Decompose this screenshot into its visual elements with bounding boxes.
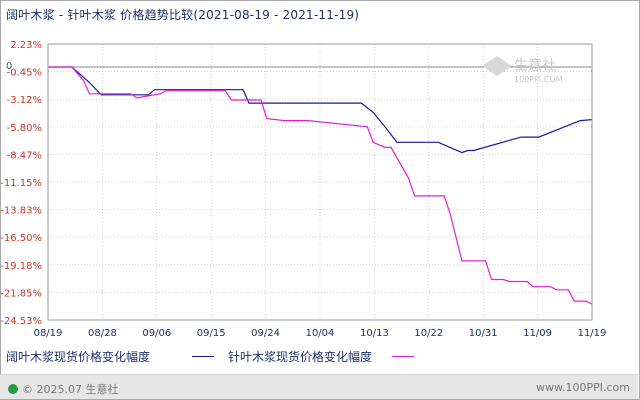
x-tick-label: 11/09: [523, 328, 552, 339]
watermark-brand: 生意社: [514, 57, 556, 74]
footer: © 2025.07 生意社 www.100PPI.com: [0, 374, 638, 399]
x-tick-labels: 08/19 08/28 09/06 09/15 09/24 10/04 10/13 10/22…: [34, 328, 607, 339]
x-tick-label: 09/15: [197, 328, 226, 339]
y-tick-label: -3.12%: [7, 95, 42, 106]
y-tick-labels: 2.23% -0.45% -3.12% -5.80% -8.47% -11.15% -13.…: [0, 40, 42, 327]
grid-lines: [47, 43, 593, 321]
legend-swatch-softwood: [392, 356, 414, 357]
y-tick-label: -16.50%: [0, 233, 42, 244]
y-tick-label: -0.45%: [7, 68, 42, 79]
x-tick-label: 08/19: [34, 328, 63, 339]
series-lines: [48, 66, 593, 305]
legend-label: 阔叶木浆现货价格变化幅度: [6, 350, 151, 364]
x-tick-label: 09/24: [251, 328, 280, 339]
legend-item-hardwood: 阔叶木浆现货价格变化幅度: [6, 348, 150, 365]
x-tick-label: 10/31: [469, 328, 498, 339]
y-tick-label: -8.47%: [7, 150, 42, 161]
chart-title: 阔叶木浆 - 针叶木浆 价格趋势比较(2021-08-19 - 2021-11-…: [6, 8, 360, 22]
y-tick-label: 2.23%: [10, 40, 42, 51]
watermark-url: 100PPI.COM: [514, 75, 563, 84]
y-tick-label: -13.83%: [0, 206, 42, 217]
y-tick-label: -21.85%: [0, 288, 42, 299]
series-line-hardwood: [48, 66, 593, 154]
x-tick-label: 11/19: [578, 328, 607, 339]
y-tick-label: -11.15%: [0, 178, 42, 189]
legend-swatch-hardwood: [192, 356, 214, 357]
y-tick-label: -5.80%: [7, 123, 42, 134]
logo-icon: [8, 384, 18, 394]
x-tick-label: 10/13: [360, 328, 389, 339]
footer-copyright: © 2025.07 生意社: [8, 381, 118, 397]
x-tick-label: 08/28: [88, 328, 117, 339]
legend-label: 针叶木浆现货价格变化幅度: [228, 350, 373, 364]
watermark-logo: 生意社 100PPI.COM: [482, 56, 563, 84]
y-tick-label: -19.18%: [0, 261, 42, 272]
x-tick-label: 10/04: [306, 328, 335, 339]
y-tick-label: -24.53%: [0, 316, 42, 327]
legend-item-softwood: 针叶木浆现货价格变化幅度: [228, 348, 372, 365]
zero-label: 0: [6, 61, 12, 72]
x-tick-label: 09/06: [142, 328, 171, 339]
series-line-softwood: [48, 66, 593, 305]
x-tick-label: 10/22: [414, 328, 443, 339]
footer-site: www.100PPI.com: [536, 381, 630, 394]
plot-area-border: [47, 43, 593, 321]
